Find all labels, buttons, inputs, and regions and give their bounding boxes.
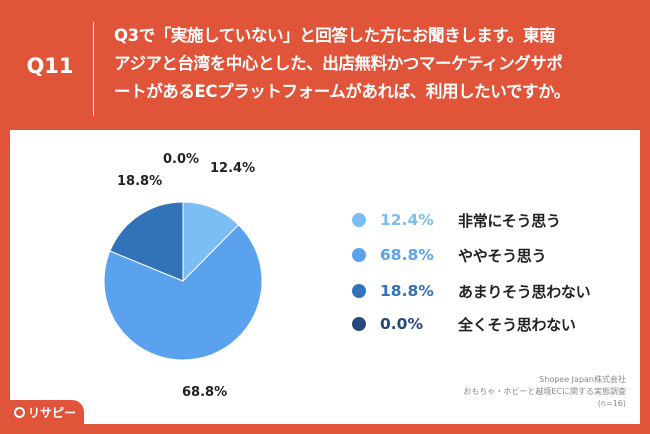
slice-data-label: 12.4% bbox=[210, 161, 255, 176]
legend-marker bbox=[352, 213, 366, 227]
source-note: Shopee Japan株式会社 おもちゃ・ホビーと越境ECに関する実態調査 (… bbox=[463, 374, 626, 410]
legend-value: 12.4% bbox=[380, 211, 434, 229]
legend-value: 0.0% bbox=[380, 315, 423, 333]
slice-data-label: 0.0% bbox=[163, 152, 199, 167]
question-line: アジアと台湾を中心とした、出店無料かつマーケティングサポ bbox=[114, 54, 563, 73]
legend-marker bbox=[352, 317, 366, 331]
legend-marker bbox=[352, 248, 366, 262]
legend-value: 18.8% bbox=[380, 282, 434, 300]
pie-slice bbox=[109, 201, 184, 282]
pie-chart: 12.4% 68.8% 18.8%0.0% bbox=[103, 152, 263, 400]
legend-item: 0.0% 全くそう思わない bbox=[352, 311, 576, 337]
chart-panel: 12.4% 68.8% 18.8% 0.0% 12.4% 非常にそう思う 68.8% … bbox=[10, 130, 640, 424]
divider bbox=[93, 22, 94, 116]
source-survey: おもちゃ・ホビーと越境ECに関する実態調査 bbox=[463, 387, 626, 396]
brand-badge: リサピー bbox=[10, 400, 84, 424]
slice-data-label: 68.8% bbox=[182, 385, 227, 400]
brand-name: リサピー bbox=[28, 405, 77, 420]
legend-value: 68.8% bbox=[380, 246, 434, 264]
legend-label: ややそう思う bbox=[458, 246, 547, 265]
legend-label: あまりそう思わない bbox=[458, 282, 591, 301]
question-line: Q3で「実施していない」と回答した方にお聞きします。東南 bbox=[114, 26, 556, 45]
question-line: ートがあるECプラットフォームがあれば、利用したいですか。 bbox=[114, 82, 570, 101]
legend-item: 68.8% ややそう思う bbox=[352, 242, 547, 268]
legend-label: 全くそう思わない bbox=[458, 315, 576, 334]
risapi-logo-icon bbox=[14, 406, 25, 418]
pie-slice bbox=[103, 224, 263, 361]
slice-data-label: 18.8% bbox=[117, 174, 162, 189]
source-company: Shopee Japan株式会社 bbox=[539, 375, 626, 384]
legend-marker bbox=[352, 284, 366, 298]
question-text: Q3で「実施していない」と回答した方にお聞きします。東南 アジアと台湾を中心とし… bbox=[114, 22, 642, 106]
source-sample-size: (n=16) bbox=[597, 399, 626, 408]
question-number: Q11 bbox=[26, 54, 74, 78]
legend-item: 12.4% 非常にそう思う bbox=[352, 207, 561, 233]
legend-label: 非常にそう思う bbox=[458, 211, 561, 230]
pie-slice bbox=[182, 201, 240, 283]
legend-item: 18.8% あまりそう思わない bbox=[352, 278, 591, 304]
